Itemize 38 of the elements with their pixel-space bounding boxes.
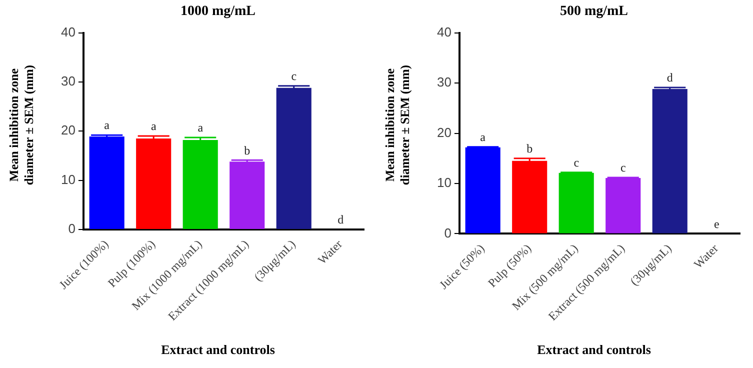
y-tick-label: 20: [60, 122, 76, 138]
y-tick-label: 0: [444, 225, 452, 240]
y-tick-label: 0: [68, 221, 76, 236]
annotation: a: [480, 130, 486, 144]
annotation: b: [526, 142, 533, 156]
chart-title: 1000 mg/mL: [179, 4, 257, 20]
y-tick-label: 10: [436, 175, 452, 190]
bar: [606, 178, 641, 234]
y-tick-label: 40: [60, 24, 76, 40]
y-tick-label: 20: [436, 124, 452, 140]
bar: [465, 147, 500, 234]
annotation: c: [574, 156, 580, 170]
x-axis-title: Extract and controls: [160, 342, 276, 358]
bar: [89, 136, 124, 229]
annotation: a: [198, 120, 204, 135]
x-axis-title: Extract and controls: [536, 342, 652, 358]
y-tick-label: 30: [60, 74, 76, 89]
bar: [182, 140, 218, 229]
chart-title: 500 mg/mL: [558, 4, 630, 20]
annotation: c: [620, 160, 626, 175]
annotation: b: [244, 143, 250, 158]
y-tick-label: 10: [60, 172, 76, 187]
bar: [136, 138, 172, 229]
y-tick-label: 40: [436, 24, 452, 40]
bar: [652, 89, 688, 234]
annotation: c: [291, 69, 297, 84]
y-axis-title: Mean inhibition zone diameter ± SEM (mm): [383, 64, 413, 188]
bar: [276, 88, 312, 229]
y-tick-label: 30: [436, 74, 452, 90]
annotation: a: [150, 119, 157, 134]
annotation: a: [104, 118, 110, 132]
annotation: d: [666, 70, 673, 85]
bar: [512, 160, 548, 234]
bar: [558, 172, 594, 234]
y-axis-title: Mean inhibition zone diameter ± SEM (mm): [7, 64, 37, 188]
bar: [230, 162, 265, 229]
annotation: e: [714, 216, 720, 231]
annotation: d: [338, 212, 344, 227]
